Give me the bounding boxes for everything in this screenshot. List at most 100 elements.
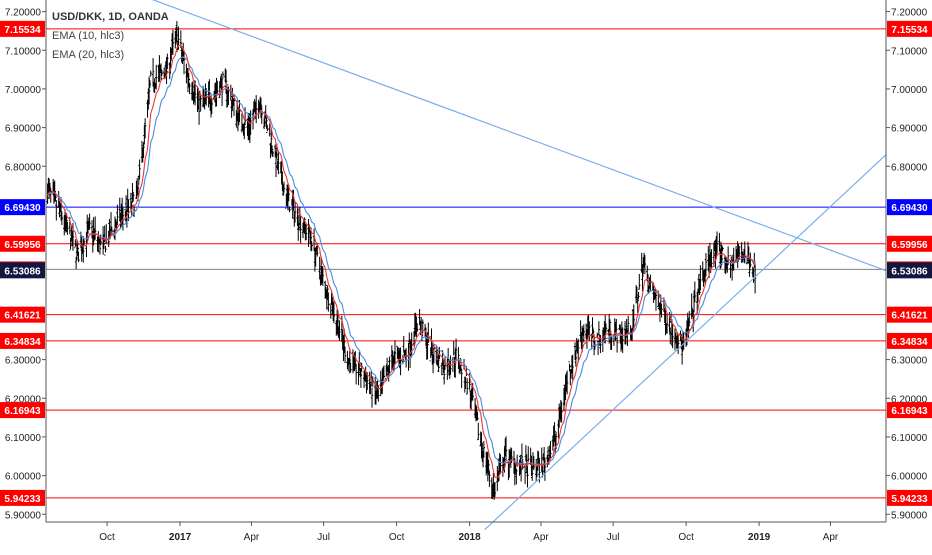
level-price-label-right[interactable]: 7.15534 xyxy=(891,25,928,36)
price-bar xyxy=(70,226,73,242)
trendlines xyxy=(122,0,887,531)
price-bar xyxy=(229,84,233,101)
level-price-label-right[interactable]: 6.69430 xyxy=(891,203,928,214)
price-bar xyxy=(118,197,121,222)
price-bar xyxy=(66,221,69,235)
y-tick-label-right: 6.80000 xyxy=(891,162,928,173)
price-bar xyxy=(588,321,591,341)
price-bar xyxy=(148,78,152,88)
y-tick-label-left: 6.20000 xyxy=(5,394,42,405)
price-bar xyxy=(523,464,527,485)
price-bar xyxy=(287,187,290,202)
level-price-label-right[interactable]: 6.34834 xyxy=(891,337,928,348)
level-price-label-right[interactable]: 6.41621 xyxy=(891,311,928,322)
legend-ema-20[interactable]: EMA (20, hlc3) xyxy=(52,49,125,61)
level-price-label-left[interactable]: 7.15534 xyxy=(4,25,41,36)
level-price-label-left[interactable]: 6.41621 xyxy=(4,311,41,322)
price-bar xyxy=(669,327,672,345)
price-bar xyxy=(487,459,490,476)
price-bar xyxy=(469,389,473,410)
level-price-label-right[interactable]: 6.16943 xyxy=(891,406,928,417)
price-bar xyxy=(698,278,701,295)
price-bar xyxy=(332,302,336,324)
price-bar xyxy=(160,69,164,79)
price-bar xyxy=(410,332,413,358)
price-bar xyxy=(399,347,402,376)
price-bar xyxy=(265,115,268,129)
price-bar xyxy=(635,286,639,299)
price-bar xyxy=(188,83,191,95)
price-bar xyxy=(665,313,669,334)
price-labels: 7.15534 7.15534 6.69430 6.69430 6.59956 6.599… xyxy=(0,20,932,506)
price-bar xyxy=(654,291,658,311)
price-bar xyxy=(277,152,280,175)
trendline[interactable] xyxy=(484,154,887,531)
level-price-label-left[interactable]: 6.69430 xyxy=(4,203,41,214)
price-bar xyxy=(477,422,480,441)
price-bar xyxy=(293,202,297,223)
level-price-label-right-bg xyxy=(887,235,932,252)
price-bar xyxy=(307,219,310,248)
price-bar xyxy=(693,281,697,303)
price-bar xyxy=(481,442,484,462)
trendline[interactable] xyxy=(122,0,887,272)
ema-10-line[interactable] xyxy=(47,44,756,478)
price-bar xyxy=(149,70,152,77)
legend-symbol[interactable]: USD/DKK, 1D, OANDA xyxy=(52,11,169,23)
price-bar xyxy=(197,105,201,125)
price-bar xyxy=(442,364,446,385)
price-bar xyxy=(182,50,186,75)
price-bar xyxy=(718,232,721,252)
price-bar xyxy=(121,207,125,231)
price-bar xyxy=(515,468,518,485)
price-bar xyxy=(282,181,286,193)
level-price-label-left[interactable]: 6.34834 xyxy=(4,337,41,348)
current-price-label-right[interactable]: 6.53086 xyxy=(891,266,928,277)
price-bar xyxy=(141,147,144,163)
current-price-label-left[interactable]: 6.53086 xyxy=(4,266,41,277)
price-bar xyxy=(408,332,411,345)
level-price-label-left[interactable]: 6.16943 xyxy=(4,406,41,417)
y-tick-label-left: 7.20000 xyxy=(5,8,42,19)
y-tick-label-left: 5.90000 xyxy=(5,510,42,521)
level-price-label-right-bg xyxy=(887,20,932,37)
price-bar xyxy=(116,204,119,225)
price-bar xyxy=(129,192,133,210)
price-bar xyxy=(175,21,179,43)
level-price-label-left[interactable]: 6.59956 xyxy=(4,240,41,251)
level-price-label-right[interactable]: 6.59956 xyxy=(891,240,928,251)
price-bar xyxy=(660,303,663,318)
price-bar xyxy=(93,216,97,240)
price-bar xyxy=(571,354,574,380)
price-bar xyxy=(615,336,619,353)
y-tick-label-left: 6.10000 xyxy=(5,433,42,444)
price-bar xyxy=(643,254,647,274)
price-bar xyxy=(349,362,352,373)
price-bar xyxy=(696,288,700,302)
level-price-label-right[interactable]: 5.94233 xyxy=(891,494,928,505)
current-price-label-left-bg xyxy=(0,262,45,279)
level-price-label-left-bg xyxy=(0,306,45,323)
price-bar xyxy=(627,315,630,334)
price-bar xyxy=(370,387,374,408)
price-bar xyxy=(296,205,299,226)
price-bar xyxy=(240,113,244,133)
price-bar xyxy=(55,199,58,221)
level-price-label-left-bg xyxy=(0,20,45,37)
price-bar xyxy=(637,291,640,300)
price-bar xyxy=(402,336,405,353)
price-bar xyxy=(224,69,228,94)
price-bar xyxy=(297,222,301,231)
price-bar xyxy=(688,311,691,327)
price-bar xyxy=(582,324,585,343)
price-bar xyxy=(90,220,94,239)
price-bar xyxy=(171,29,175,55)
legend-ema-10[interactable]: EMA (10, hlc3) xyxy=(52,30,125,42)
level-price-label-left[interactable]: 5.94233 xyxy=(4,494,41,505)
price-bar xyxy=(249,110,252,136)
price-bar xyxy=(187,72,190,87)
price-bar xyxy=(573,342,577,361)
price-bar xyxy=(446,358,449,380)
ema-20-line[interactable] xyxy=(47,56,756,466)
